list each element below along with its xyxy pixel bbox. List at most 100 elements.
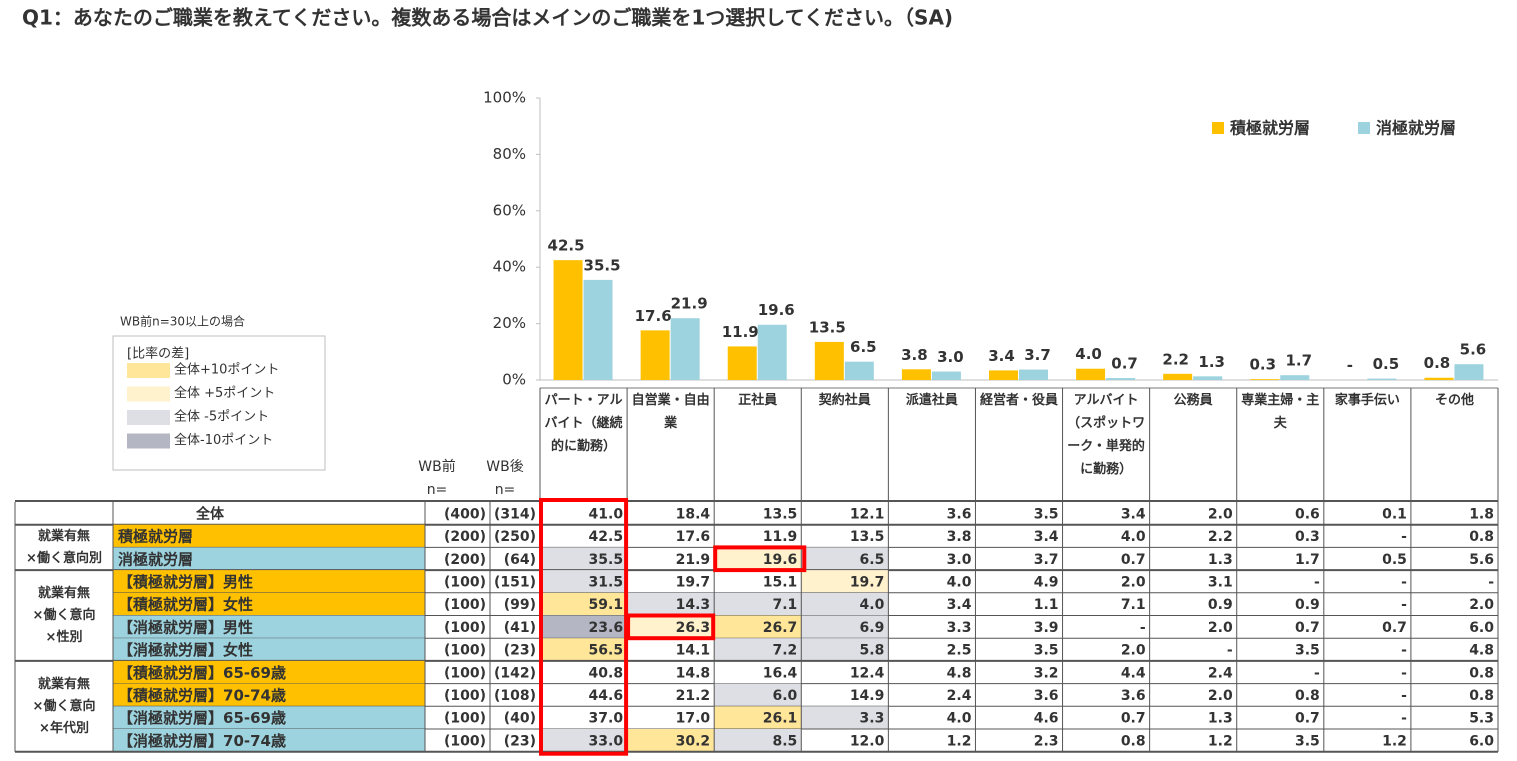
cell-value: - (1401, 711, 1407, 727)
cell-value: 17.0 (676, 711, 711, 727)
row-label: 消極就労層 (118, 550, 193, 568)
cell-value: 1.3 (1208, 711, 1233, 727)
cell-value: 2.0 (1121, 643, 1146, 659)
group-label: ×働く意向 (33, 698, 96, 714)
cell-value: - (1401, 665, 1407, 681)
row-label-cell (113, 570, 425, 593)
cell-value: 0.3 (1295, 529, 1320, 545)
cell-value: 0.8 (1295, 688, 1320, 704)
cell-shade (540, 615, 628, 639)
cell-value: 3.6 (947, 506, 972, 522)
cell-value: 26.7 (763, 620, 798, 636)
shade-label: 全体 -5ポイント (174, 409, 269, 425)
cell-value: 26.1 (763, 711, 798, 727)
n-before: (100) (444, 733, 486, 749)
row-label: 【消極就労層】男性 (118, 618, 253, 636)
y-tick-label: 100% (483, 89, 526, 107)
y-tick-label: 20% (493, 314, 526, 332)
column-header: 自営業・自由業 (631, 393, 710, 431)
cell-value: 35.5 (589, 552, 624, 568)
bar (1454, 364, 1484, 380)
n-before: (100) (444, 574, 486, 590)
legend-swatch (1212, 122, 1224, 134)
cell-value: 4.0 (947, 574, 972, 590)
cell-value: 31.5 (589, 574, 624, 590)
n-before: (100) (444, 688, 486, 704)
cell-value: 5.6 (1469, 552, 1494, 568)
cell-value: 3.3 (947, 620, 972, 636)
cell-shade (627, 615, 715, 639)
cell-value: 4.0 (947, 711, 972, 727)
column-header-text: パート・アルバイト（継続的に勤務） (544, 393, 623, 454)
cell-value: - (1314, 665, 1320, 681)
y-tick-label: 80% (493, 145, 526, 163)
cell-shade (627, 592, 715, 616)
cell-value: 14.3 (676, 597, 711, 613)
cell-value: 12.4 (850, 665, 885, 681)
cell-value: - (1401, 643, 1407, 659)
cell-value: 4.0 (860, 597, 885, 613)
cell-shade (714, 592, 802, 616)
n-before: (100) (444, 597, 486, 613)
cell-value: 2.4 (947, 688, 972, 704)
n-before: (100) (444, 620, 486, 636)
cell-shade (801, 615, 889, 639)
legend-label: 消極就労層 (1376, 119, 1456, 138)
bar (1106, 378, 1136, 380)
y-tick-label: 60% (493, 201, 526, 219)
column-header-text: 経営者・役員 (979, 393, 1058, 408)
value-label: 3.4 (988, 347, 1015, 365)
cell-value: - (1401, 688, 1407, 704)
cell-shade (540, 547, 628, 571)
bar (670, 318, 700, 380)
row-label-cell (113, 660, 425, 684)
column-header: アルバイト（スポットワーク・単発的に勤務） (1067, 393, 1145, 477)
cell-value: 7.2 (772, 643, 797, 659)
cell-value: 0.7 (1382, 620, 1407, 636)
group-label: ×働く意向 (33, 607, 96, 623)
value-label: 1.7 (1285, 352, 1312, 370)
cell-value: 59.1 (589, 597, 624, 613)
column-header: 家事手伝い (1335, 393, 1400, 408)
value-label: - (1347, 357, 1353, 375)
shade-swatch (127, 363, 170, 378)
emphasis-box (626, 613, 716, 641)
cell-value: 3.5 (1034, 506, 1059, 522)
n-before: (100) (444, 711, 486, 727)
cell-value: 3.1 (1208, 574, 1233, 590)
value-label: 3.0 (937, 348, 964, 366)
cell-shade (801, 592, 889, 616)
value-label: 0.3 (1249, 356, 1276, 374)
cell-value: 4.9 (1034, 574, 1059, 590)
row-label: 【積極就労層】70-74歳 (118, 686, 286, 704)
cell-value: 0.6 (1295, 506, 1320, 522)
cell-value: 18.4 (676, 506, 711, 522)
n-after: (23) (504, 733, 536, 749)
value-label: 3.8 (901, 346, 928, 364)
column-header: 経営者・役員 (979, 393, 1058, 408)
cell-value: 7.1 (1121, 597, 1146, 613)
bar (1193, 376, 1223, 380)
cell-value: 19.6 (763, 552, 798, 568)
n-after: (250) (494, 529, 536, 545)
cell-value: 8.5 (772, 733, 797, 749)
cell-shade (540, 638, 628, 661)
cell-value: 2.2 (1208, 529, 1233, 545)
cell-value: 3.4 (947, 597, 972, 613)
shade-label: 全体-10ポイント (174, 432, 273, 448)
cell-value: 2.0 (1208, 620, 1233, 636)
bar (553, 260, 583, 380)
column-header: その他 (1435, 393, 1474, 408)
emphasis-box (713, 545, 807, 573)
bar (1424, 377, 1454, 380)
cell-value: 1.2 (1208, 733, 1233, 749)
cell-value: 21.9 (676, 552, 711, 568)
cell-shade (540, 570, 628, 593)
cell-value: 4.8 (1469, 643, 1494, 659)
n-after: (99) (504, 597, 536, 613)
cell-value: 6.5 (860, 552, 885, 568)
bar (1019, 369, 1048, 380)
group-label: 就業有無 (38, 676, 90, 692)
cell-value: 3.9 (1034, 620, 1059, 636)
column-header-text: 自営業・自由業 (631, 393, 710, 431)
